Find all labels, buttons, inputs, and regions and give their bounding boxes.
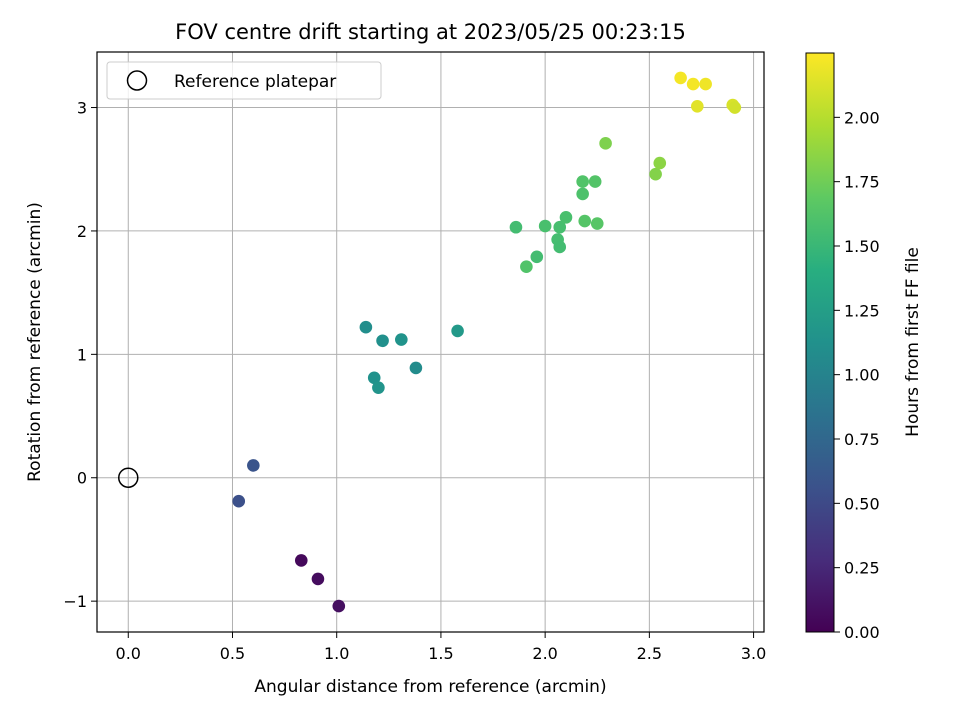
x-axis-ticks: 0.0 0.5 1.0 1.5 2.0 2.5 3.0: [116, 632, 766, 663]
data-point: [674, 71, 687, 85]
colorbar-tick-label: 2.00: [844, 108, 880, 127]
data-points: [118, 71, 742, 613]
legend-box: [106, 61, 382, 100]
colorbar-tick-label: 0.75: [844, 430, 880, 449]
data-point: [294, 554, 308, 567]
colorbar-label: Hours from first FF file: [903, 247, 923, 437]
data-point: [576, 187, 589, 201]
data-point: [553, 220, 567, 234]
x-tick-label: 0.0: [116, 644, 141, 663]
chart-title: FOV centre drift starting at 2023/05/25 …: [175, 20, 686, 44]
colorbar-tick-label: 1.25: [844, 301, 880, 320]
data-point: [520, 260, 533, 274]
data-point: [311, 572, 325, 586]
data-point: [699, 77, 712, 91]
data-point: [451, 324, 464, 338]
data-point: [728, 101, 742, 114]
x-axis-label: Angular distance from reference (arcmin): [254, 677, 606, 697]
reference-platepar-marker: [118, 467, 139, 488]
data-point: [653, 156, 667, 170]
data-point: [599, 137, 612, 150]
legend-entry-label: Reference platepar: [174, 72, 336, 92]
data-point: [409, 361, 423, 375]
data-point: [509, 220, 523, 234]
colorbar-tick-label: 0.00: [844, 623, 880, 642]
colorbar-tick-label: 0.25: [844, 559, 880, 578]
data-point: [367, 371, 381, 385]
plot-frame: [96, 51, 765, 633]
y-tick-label: 0: [77, 469, 87, 488]
colorbar-tick-label: 1.75: [844, 173, 880, 192]
legend-marker-open-circle: [126, 70, 148, 91]
data-point: [359, 320, 373, 334]
data-point: [691, 99, 704, 113]
colorbar-gradient: [805, 52, 835, 633]
data-point: [530, 250, 544, 264]
y-axis-label: Rotation from reference (arcmin): [25, 202, 45, 482]
y-tick-label: 1: [77, 345, 87, 364]
y-tick-label: 3: [77, 99, 87, 118]
data-point: [553, 240, 567, 254]
data-point: [588, 175, 602, 188]
grid: [97, 52, 764, 632]
x-tick-label: 3.0: [741, 644, 766, 663]
data-point: [559, 211, 573, 224]
x-tick-label: 2.5: [637, 644, 662, 663]
y-axis-ticks: −1 0 1 2 3: [63, 99, 97, 611]
colorbar-ticks: 0.00 0.25 0.50 0.75 1.00 1.25 1.50 1.75 2.00: [834, 108, 880, 642]
data-point: [376, 334, 389, 348]
data-point: [649, 167, 662, 181]
x-tick-label: 0.5: [220, 644, 245, 663]
y-tick-label: −1: [63, 592, 87, 611]
data-point: [576, 175, 589, 188]
data-point: [247, 459, 260, 472]
x-tick-label: 1.5: [428, 644, 453, 663]
data-point: [232, 494, 246, 508]
data-point: [686, 77, 700, 91]
data-point: [590, 217, 604, 230]
y-tick-label: 2: [77, 222, 87, 241]
data-point: [332, 599, 346, 613]
data-point: [372, 381, 385, 394]
colorbar-tick-label: 1.00: [844, 366, 880, 385]
data-point: [538, 219, 552, 233]
x-tick-label: 1.0: [324, 644, 349, 663]
colorbar-tick-label: 0.50: [844, 494, 880, 513]
data-point: [578, 214, 592, 228]
colorbar-tick-label: 1.50: [844, 237, 880, 256]
x-tick-label: 2.0: [532, 644, 557, 663]
colorbar: 0.00 0.25 0.50 0.75 1.00 1.25 1.50 1.75 2.00 Hou…: [805, 52, 923, 642]
legend: Reference platepar: [106, 61, 382, 100]
data-point: [395, 333, 408, 346]
